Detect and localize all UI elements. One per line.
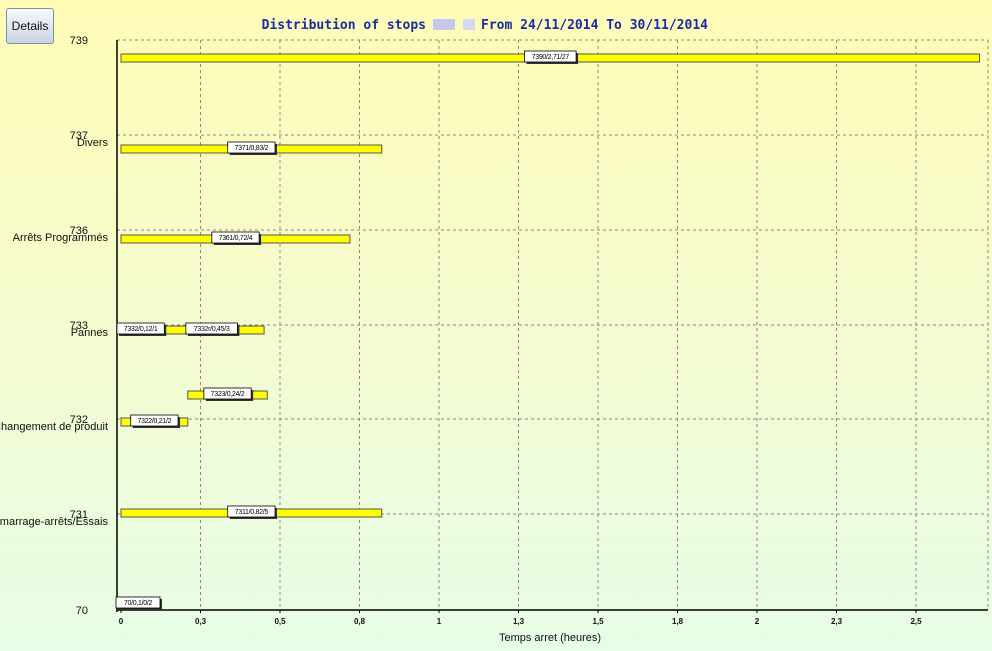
y-tick-name: Divers <box>77 137 109 149</box>
data-label-box <box>116 322 165 335</box>
x-tick-label: 0,8 <box>354 617 366 626</box>
data-label: 7371/0,83/2 <box>235 145 269 152</box>
y-tick-name: Arrêts Programmés <box>13 232 109 244</box>
x-axis-label: Temps arret (heures) <box>499 632 601 644</box>
details-button[interactable]: Details <box>6 8 54 44</box>
data-label-box <box>130 414 179 427</box>
x-tick-label: 1,5 <box>592 617 604 626</box>
data-label-box <box>524 50 577 63</box>
y-tick-name: Changement de produit <box>0 421 108 433</box>
data-label: 7332/0,12/1 <box>124 326 158 333</box>
y-tick-code: 736 <box>70 225 88 237</box>
y-tick-code: 732 <box>70 414 88 426</box>
chart-title-right: From 24/11/2014 To 30/11/2014 <box>481 18 708 33</box>
x-tick-label: 1,3 <box>513 617 525 626</box>
data-label-box <box>203 387 252 400</box>
y-tick-code: 70 <box>76 605 88 617</box>
x-tick-label: 1,8 <box>672 617 684 626</box>
x-axis-labels: 0 0,3 0,5 0,8 1 1,3 1,5 1,8 2 2,3 2,5 <box>119 617 922 626</box>
x-tick-label: 0,5 <box>274 617 286 626</box>
data-label-box <box>227 141 276 154</box>
grid <box>117 39 989 610</box>
data-labels: 7390/2,71/27 7371/0,83/2 7361/0,72/4 7332/0… <box>115 50 579 610</box>
redacted-name-block <box>433 19 455 30</box>
data-label-box <box>227 505 276 518</box>
y-tick-code: 733 <box>70 320 88 332</box>
redacted-name-block-2 <box>463 19 475 30</box>
y-tick-name: Pannes <box>71 327 109 339</box>
data-label: 70/0,1/0/2 <box>124 600 153 607</box>
y-tick-name: Démarrage-arrêts/Essais <box>0 516 108 528</box>
x-tick-label: 0 <box>119 617 124 626</box>
data-label-box <box>115 596 161 609</box>
data-label: 7361/0,72/4 <box>219 235 253 242</box>
data-label: 7323/0,24/2 <box>211 391 245 398</box>
bars <box>120 53 981 518</box>
x-tick-label: 2,3 <box>831 617 843 626</box>
y-tick-code: 737 <box>70 130 88 142</box>
data-label-box <box>211 231 260 244</box>
x-tick-label: 2,5 <box>910 617 922 626</box>
data-label: 7390/2,71/27 <box>532 54 570 61</box>
x-tick-label: 2 <box>755 617 760 626</box>
data-label-box <box>185 322 238 335</box>
chart-title: Distribution of stops From 24/11/2014 To… <box>262 18 709 33</box>
chart-title-left: Distribution of stops <box>262 18 426 33</box>
data-label: 7322/0,21/2 <box>138 418 172 425</box>
x-tick-label: 0,3 <box>195 617 207 626</box>
y-tick-code: 739 <box>70 35 88 47</box>
data-label: 7332r/0,45/3 <box>194 326 230 333</box>
data-label: 7311/0,82/5 <box>235 509 269 516</box>
x-tick-label: 1 <box>437 617 442 626</box>
y-tick-code: 731 <box>70 509 88 521</box>
